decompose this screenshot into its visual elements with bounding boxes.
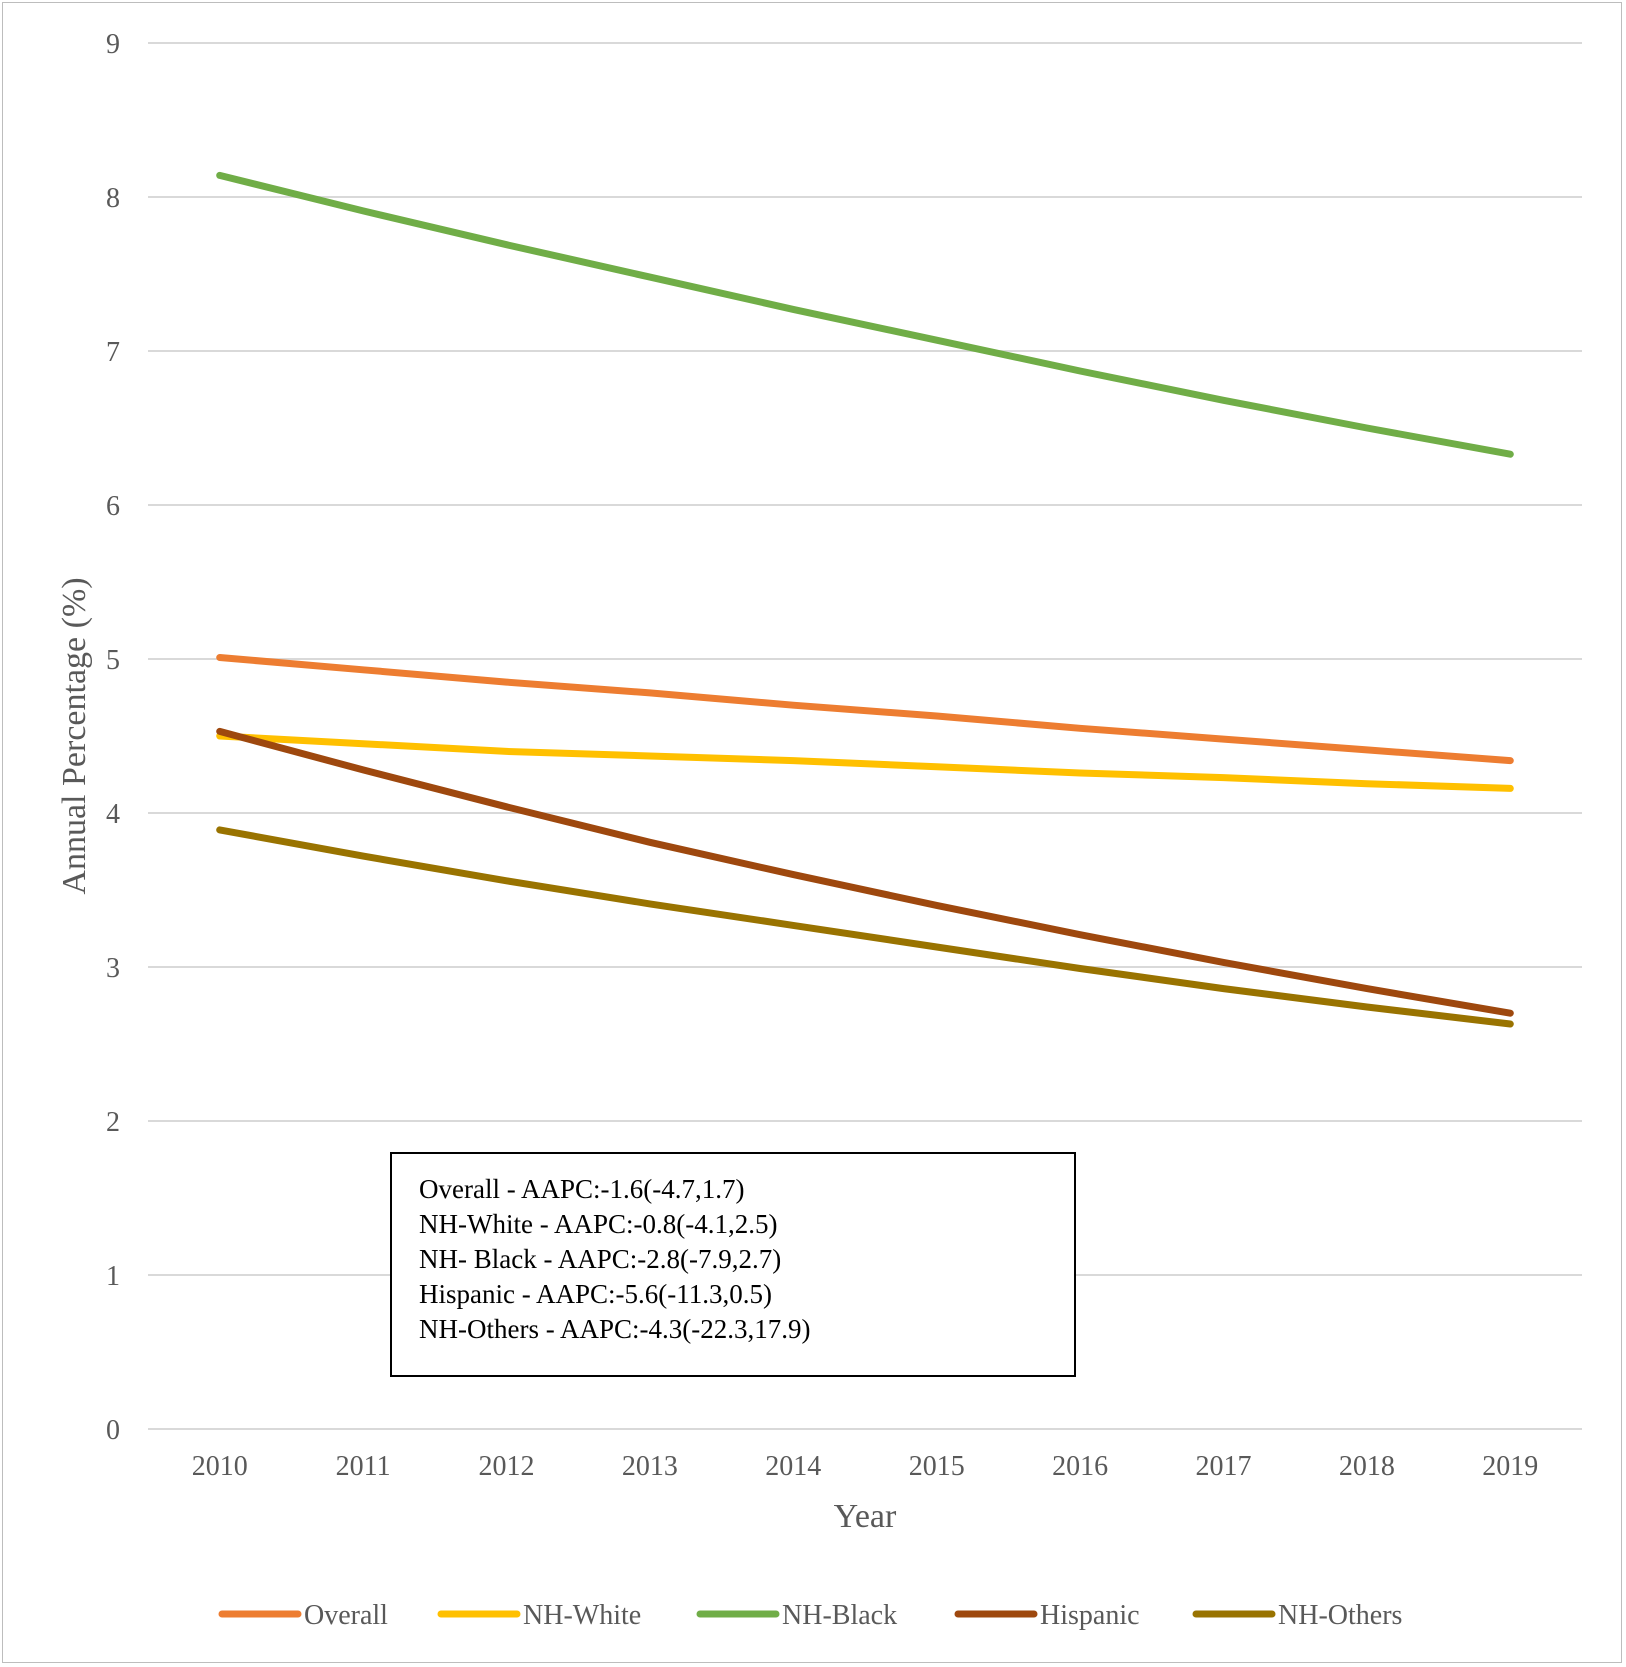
series-line-hispanic [216, 727, 1514, 1017]
series-lines [216, 171, 1514, 1028]
x-tick-label: 2013 [622, 1451, 678, 1482]
x-axis-label: Year [834, 1498, 897, 1535]
y-tick-label: 8 [106, 183, 120, 214]
x-tick-label: 2011 [336, 1451, 391, 1482]
y-tick-label: 1 [106, 1261, 120, 1292]
annotation-nh-black: NH- Black - AAPC:-2.8(-7.9,2.7) [419, 1244, 782, 1274]
y-tick-label: 5 [106, 645, 120, 676]
annotation-nh-white: NH-White - AAPC:-0.8(-4.1,2.5) [419, 1209, 778, 1239]
legend-label: NH-White [523, 1600, 641, 1631]
y-tick-label: 6 [106, 491, 120, 522]
x-tick-labels: 2010 2011 2012 2013 2014 2015 2016 2017 2018 2019 [192, 1451, 1539, 1482]
y-tick-label: 2 [106, 1107, 120, 1138]
aapc-annotation-box: Overall - AAPC:-1.6(-4.7,1.7) NH-White -… [390, 1152, 1076, 1377]
annotation-nh-others: NH-Others - AAPC:-4.3(-22.3,17.9) [419, 1314, 811, 1344]
x-tick-label: 2015 [909, 1451, 965, 1482]
legend: Overall NH-White NH-Black Hispanic NH-Others [218, 1600, 1402, 1631]
x-tick-label: 2019 [1482, 1451, 1538, 1482]
y-axis-label: Annual Percentage (%) [56, 577, 93, 894]
series-line-nh-others [216, 826, 1514, 1028]
series-line-overall [216, 654, 1514, 765]
y-tick-label: 4 [106, 799, 120, 830]
y-tick-label: 0 [106, 1415, 120, 1446]
annotation-overall: Overall - AAPC:-1.6(-4.7,1.7) [419, 1174, 745, 1204]
x-tick-label: 2014 [765, 1451, 821, 1482]
y-tick-label: 9 [106, 29, 120, 60]
annotation-hispanic: Hispanic - AAPC:-5.6(-11.3,0.5) [419, 1279, 772, 1309]
series-line-nh-black [216, 171, 1514, 458]
x-tick-label: 2010 [192, 1451, 248, 1482]
x-tick-label: 2017 [1196, 1451, 1252, 1482]
legend-label: Hispanic [1040, 1600, 1140, 1631]
legend-label: Overall [304, 1600, 388, 1631]
y-tick-labels: 0 1 2 3 4 5 6 7 8 9 [106, 29, 120, 1446]
legend-label: NH-Others [1278, 1600, 1402, 1631]
x-tick-label: 2012 [479, 1451, 535, 1482]
gridlines [148, 42, 1582, 1430]
y-tick-label: 7 [106, 337, 120, 368]
x-tick-label: 2016 [1052, 1451, 1108, 1482]
legend-label: NH-Black [782, 1600, 897, 1631]
x-tick-label: 2018 [1339, 1451, 1395, 1482]
series-line-nh-white [216, 732, 1514, 792]
y-tick-label: 3 [106, 953, 120, 984]
